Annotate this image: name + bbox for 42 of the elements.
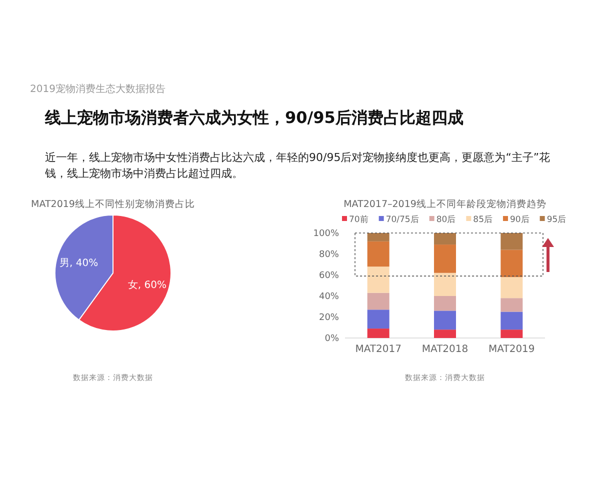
y-tick-label: 40%	[318, 292, 340, 302]
bar	[500, 233, 523, 250]
text: 线上宠物市场消费者六成为女性，90/95后消费占比超四成	[45, 108, 464, 129]
text: 2019宠物消费生态大数据报告	[30, 82, 166, 96]
y-tick-label: 20%	[318, 313, 340, 323]
legend-label: 85后	[473, 214, 493, 225]
x-tick-label: MAT2017	[355, 344, 402, 355]
bar	[367, 292, 390, 310]
chart-title: MAT2017–2019线上不同年龄段宠物消费趋势	[344, 198, 546, 210]
bar	[434, 272, 456, 296]
bar	[367, 241, 390, 267]
bar	[500, 330, 523, 338]
legend-label: 70前	[349, 214, 369, 225]
bar	[500, 312, 523, 330]
bar	[500, 250, 523, 278]
bar	[500, 277, 523, 298]
bar	[434, 330, 456, 338]
legend-label: 80后	[436, 214, 456, 225]
bar	[367, 328, 390, 338]
bar	[367, 233, 390, 242]
chart-title: MAT2019线上不同性别宠物消费占比	[31, 198, 195, 210]
legend-label: 70/75后	[386, 214, 420, 225]
bar	[434, 296, 456, 311]
legend-label: 90后	[510, 214, 530, 225]
bar	[500, 298, 523, 312]
bar	[367, 266, 390, 293]
y-tick-label: 60%	[318, 271, 340, 281]
data-label: , 60%	[138, 280, 166, 292]
y-tick-label: 100%	[313, 229, 340, 239]
slice-label: 男	[60, 258, 70, 269]
data-label: , 40%	[70, 258, 98, 269]
bar	[367, 310, 390, 329]
y-tick-label: 0%	[324, 334, 340, 344]
x-tick-label: MAT2019	[488, 344, 535, 355]
bar	[434, 244, 456, 273]
y-tick-label: 80%	[318, 250, 340, 260]
x-tick-label: MAT2018	[422, 344, 468, 355]
legend-label: 95后	[546, 214, 567, 225]
text: 近一年，线上宠物市场中女性消费占比达六成，年轻的90/95后对宠物接纳度也更高，更愿意为“主子”花钱，线上宠物市场中消费占比超过四成。	[45, 150, 552, 182]
bar	[434, 233, 456, 245]
bar	[434, 310, 456, 330]
slice-label: 女	[128, 279, 138, 292]
